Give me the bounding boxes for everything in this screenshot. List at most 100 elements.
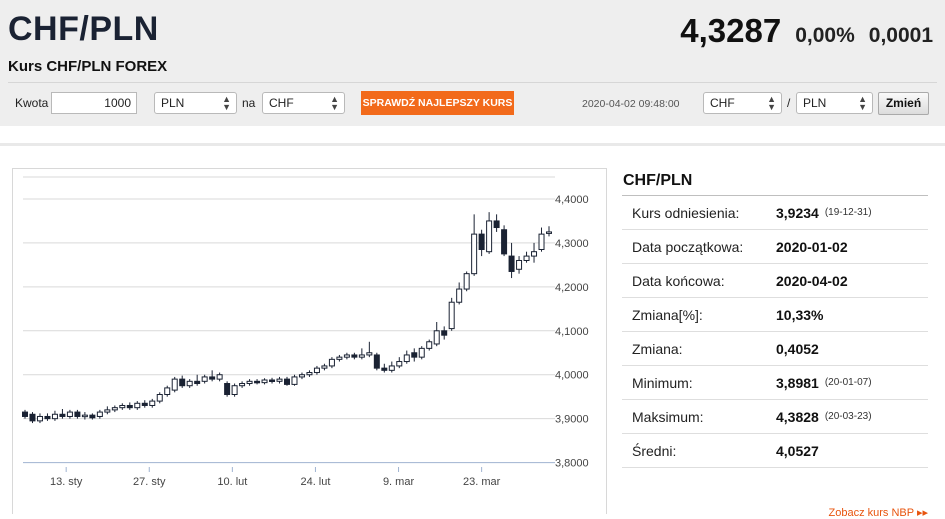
candlestick-chart: 4,4000 4,3000 4,2000 4,1000 4,0000 3,9000 3,80… (22, 176, 589, 488)
candle-body (523, 255, 530, 261)
candle-body (471, 233, 478, 275)
candle-body (546, 231, 552, 234)
candle-body (216, 374, 223, 380)
candle-body (81, 414, 88, 418)
candle-body (508, 255, 515, 272)
candle-body (29, 413, 36, 422)
nbp-rate-link[interactable]: Zobacz kurs NBP ▸▸ (828, 507, 928, 519)
x-tick-label: 13. sty (50, 476, 83, 488)
stats-label: Średni: (632, 442, 677, 459)
x-tick-label: 9. mar (383, 476, 415, 488)
candle-body (531, 251, 538, 257)
y-tick-label: 4,1000 (555, 326, 589, 338)
stats-row: Maksimum: 4,3828 (20-03-23) (622, 400, 928, 434)
price-chart[interactable]: 4,4000 4,3000 4,2000 4,1000 4,0000 3,9000 3,80… (12, 168, 607, 514)
from-currency-select[interactable]: PLN ▲ ▼ (154, 92, 237, 114)
y-tick-label: 3,9000 (555, 414, 589, 426)
page-subtitle: Kurs CHF/PLN FOREX (8, 58, 168, 75)
stats-label: Data początkowa: (632, 238, 744, 255)
candle-body (321, 365, 328, 369)
main-content: 4,4000 4,3000 4,2000 4,1000 4,0000 3,9000 3,80… (0, 143, 945, 519)
candle-body (111, 407, 118, 411)
candle-body (426, 341, 433, 349)
candle-body (194, 380, 201, 385)
quote-summary: 4,3287 0,00% 0,0001 (680, 12, 933, 50)
pair-to-value: PLN (803, 96, 827, 110)
stats-label: Maksimum: (632, 408, 704, 425)
to-currency-select[interactable]: CHF ▲ ▼ (262, 92, 345, 114)
candle-body (59, 413, 66, 417)
amount-input[interactable]: 1000 (51, 92, 137, 114)
stats-row: Zmiana: 0,4052 (622, 332, 928, 366)
pair-title: CHF/PLN (8, 10, 159, 48)
stats-label: Zmiana: (632, 340, 683, 357)
change-percent: 0,00% (795, 24, 855, 47)
pair-to-select[interactable]: PLN ▲ ▼ (796, 92, 873, 114)
stats-value: 4,0527 (776, 442, 819, 459)
candle-body (66, 411, 73, 417)
candle-body (119, 404, 126, 409)
amount-label: Kwota (15, 96, 49, 110)
candle-body (209, 376, 216, 380)
candle-body (441, 330, 448, 336)
candle-body (306, 372, 313, 376)
candle-body (411, 352, 418, 358)
candle-body (254, 380, 261, 384)
y-tick-label: 4,0000 (555, 370, 589, 382)
candle-body (51, 413, 58, 420)
y-tick-label: 4,3000 (555, 238, 589, 250)
candle-body (403, 354, 410, 363)
candle-body (149, 400, 156, 406)
candle-body (224, 383, 231, 395)
candle-body (298, 374, 305, 378)
divider (8, 82, 937, 83)
stats-row: Data początkowa: 2020-01-02 (622, 230, 928, 264)
candle-body (276, 378, 283, 382)
candle-body (231, 385, 238, 396)
candle-body (96, 411, 103, 417)
stats-value: 3,9234 (776, 204, 819, 221)
candle-body (381, 367, 388, 371)
check-best-rate-button[interactable]: SPRAWDŹ NAJLEPSZY KURS (361, 91, 514, 115)
candle-body (388, 365, 395, 371)
pair-from-value: CHF (710, 96, 735, 110)
swap-button[interactable]: Zmień (878, 92, 929, 115)
candle-body (538, 233, 545, 251)
candle-body (246, 380, 253, 385)
candle-body (328, 358, 335, 367)
stats-label: Zmiana[%]: (632, 306, 703, 323)
stats-value: 10,33% (776, 306, 824, 323)
currency-converter: Kwota 1000 PLN ▲ ▼ na CHF ▲ ▼ SPRAWDŹ NAJL… (0, 90, 945, 118)
candle-body (22, 411, 28, 417)
candle-body (336, 356, 343, 360)
candle-body (186, 380, 193, 387)
stats-row: Data końcowa: 2020-04-02 (622, 264, 928, 298)
y-tick-label: 4,4000 (555, 194, 589, 206)
candle-body (516, 259, 523, 270)
stats-row: Zmiana[%]: 10,33% (622, 298, 928, 332)
pair-from-select[interactable]: CHF ▲ ▼ (703, 92, 782, 114)
stats-date: (20-03-23) (824, 411, 872, 422)
candle-body (463, 273, 470, 290)
candle-body (134, 402, 141, 409)
stats-value: 4,3828 (776, 408, 819, 425)
stats-row: Średni: 4,0527 (622, 434, 928, 468)
candle-body (36, 415, 43, 422)
pair-separator: / (787, 96, 791, 110)
candle-body (343, 354, 350, 358)
stats-value: 3,8981 (776, 374, 819, 391)
stats-date: (20-01-07) (824, 377, 872, 388)
candle-body (89, 414, 96, 419)
candle-body (141, 402, 148, 406)
candle-body (366, 352, 373, 356)
candle-body (284, 378, 290, 385)
to-label: na (242, 96, 256, 110)
candle-body (239, 383, 246, 387)
stats-value: 2020-01-02 (776, 238, 848, 255)
header-bar: CHF/PLN 4,3287 0,00% 0,0001 Kurs CHF/PLN… (0, 0, 945, 126)
y-tick-label: 3,8000 (555, 458, 589, 470)
candle-body (351, 354, 358, 358)
candle-body (156, 394, 163, 402)
stats-panel: CHF/PLN Kurs odniesienia: 3,9234 (19-12-31… (622, 166, 928, 519)
x-tick-label: 27. sty (133, 476, 166, 488)
